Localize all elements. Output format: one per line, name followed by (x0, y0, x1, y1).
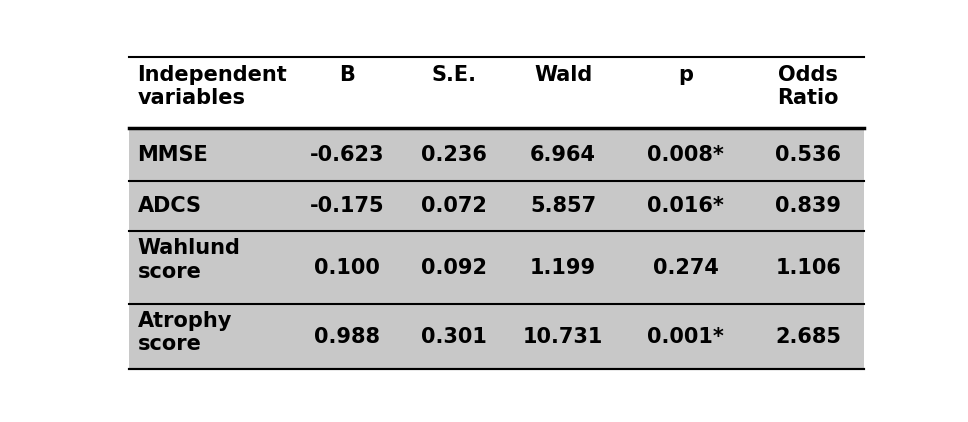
Text: 0.008*: 0.008* (648, 145, 724, 165)
Text: p: p (679, 65, 693, 85)
Text: ADCS: ADCS (137, 196, 201, 216)
Text: S.E.: S.E. (432, 65, 476, 85)
Bar (129, 231, 863, 304)
Text: 0.092: 0.092 (421, 257, 487, 278)
Text: 1.106: 1.106 (775, 257, 841, 278)
Text: 0.274: 0.274 (652, 257, 718, 278)
Text: 0.072: 0.072 (421, 196, 487, 216)
Text: 0.988: 0.988 (314, 327, 379, 346)
Bar (129, 304, 863, 369)
Text: 1.199: 1.199 (530, 257, 596, 278)
Text: 0.001*: 0.001* (648, 327, 724, 346)
Text: 0.016*: 0.016* (648, 196, 724, 216)
Bar (129, 181, 863, 231)
Text: 0.839: 0.839 (775, 196, 841, 216)
Bar (129, 128, 863, 181)
Text: 5.857: 5.857 (530, 196, 596, 216)
Text: 0.536: 0.536 (775, 145, 841, 165)
Text: Wald: Wald (534, 65, 592, 85)
Text: -0.175: -0.175 (310, 196, 384, 216)
Bar (129, 57, 863, 128)
Text: 6.964: 6.964 (530, 145, 596, 165)
Text: Odds
Ratio: Odds Ratio (777, 65, 839, 108)
Text: 10.731: 10.731 (523, 327, 603, 346)
Text: Atrophy
score: Atrophy score (137, 311, 232, 354)
Text: 0.236: 0.236 (421, 145, 487, 165)
Text: Wahlund
score: Wahlund score (137, 238, 240, 281)
Text: 0.100: 0.100 (314, 257, 379, 278)
Text: -0.623: -0.623 (310, 145, 384, 165)
Text: B: B (339, 65, 354, 85)
Text: Independent
variables: Independent variables (137, 65, 287, 108)
Text: 2.685: 2.685 (775, 327, 841, 346)
Text: MMSE: MMSE (137, 145, 208, 165)
Text: 0.301: 0.301 (421, 327, 487, 346)
